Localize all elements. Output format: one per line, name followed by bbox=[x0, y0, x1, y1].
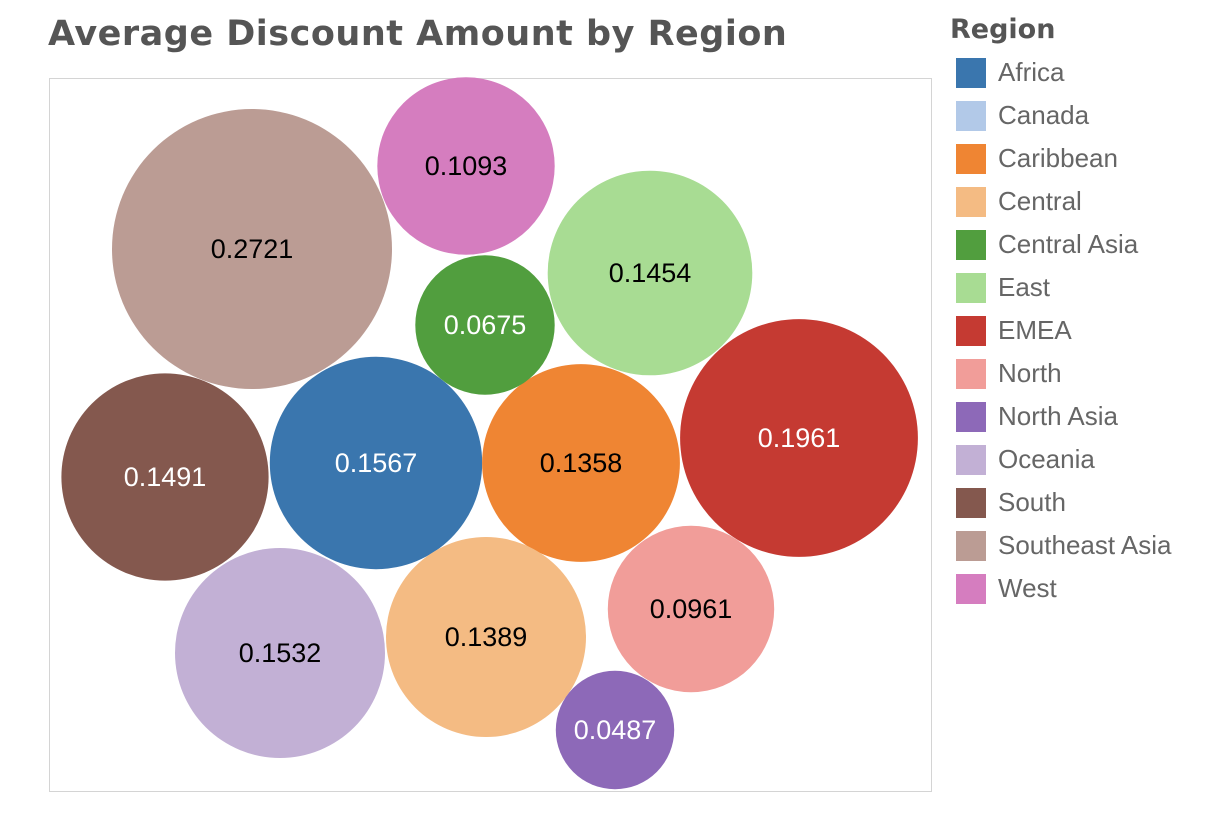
bubble-caribbean[interactable] bbox=[482, 364, 680, 562]
legend-swatch bbox=[956, 186, 986, 217]
bubble-label-east: 0.1454 bbox=[609, 258, 692, 288]
legend-swatch bbox=[956, 57, 986, 88]
bubble-africa[interactable] bbox=[269, 356, 483, 570]
legend-item-canada[interactable]: Canada bbox=[950, 94, 1171, 137]
bubble-central-asia[interactable] bbox=[415, 255, 555, 395]
legend-label: Caribbean bbox=[998, 143, 1118, 173]
legend-label: Southeast Asia bbox=[998, 530, 1172, 560]
legend-swatch bbox=[956, 444, 986, 475]
legend-item-southeast-asia[interactable]: Southeast Asia bbox=[950, 524, 1171, 567]
legend-swatch bbox=[956, 143, 986, 174]
legend-label: Canada bbox=[998, 100, 1090, 130]
legend-label: Central bbox=[998, 186, 1082, 216]
legend-swatch bbox=[956, 229, 986, 260]
legend-swatch bbox=[956, 358, 986, 389]
legend-item-north[interactable]: North bbox=[950, 352, 1171, 395]
chart-title: Average Discount Amount by Region bbox=[48, 14, 788, 54]
bubble-west[interactable] bbox=[377, 77, 555, 255]
legend-item-east[interactable]: East bbox=[950, 266, 1171, 309]
legend-item-central[interactable]: Central bbox=[950, 180, 1171, 223]
bubble-label-south: 0.1491 bbox=[124, 462, 207, 492]
bubble-label-north: 0.0961 bbox=[650, 594, 733, 624]
bubble-label-caribbean: 0.1358 bbox=[540, 448, 623, 478]
legend: Region Africa Canada Caribbean Central Centr… bbox=[950, 14, 1171, 610]
legend-swatch bbox=[956, 487, 986, 518]
legend-swatch bbox=[956, 530, 986, 561]
bubble-oceania[interactable] bbox=[175, 548, 385, 758]
legend-item-north-asia[interactable]: North Asia bbox=[950, 395, 1171, 438]
legend-swatch bbox=[956, 573, 986, 604]
legend-item-caribbean[interactable]: Caribbean bbox=[950, 137, 1171, 180]
bubble-label-west: 0.1093 bbox=[425, 151, 508, 181]
legend-label: Oceania bbox=[998, 444, 1095, 474]
bubble-label-africa: 0.1567 bbox=[335, 448, 418, 478]
legend-item-west[interactable]: West bbox=[950, 567, 1171, 610]
legend-items: Africa Canada Caribbean Central Central Asia… bbox=[950, 51, 1171, 610]
bubble-emea[interactable] bbox=[680, 319, 918, 557]
bubble-label-oceania: 0.1532 bbox=[239, 638, 322, 668]
bubble-south[interactable] bbox=[61, 373, 269, 581]
legend-title: Region bbox=[950, 14, 1056, 45]
legend-item-emea[interactable]: EMEA bbox=[950, 309, 1171, 352]
legend-label: South bbox=[998, 487, 1066, 517]
bubble-label-central: 0.1389 bbox=[445, 622, 528, 652]
bubble-label-emea: 0.1961 bbox=[758, 423, 841, 453]
legend-item-africa[interactable]: Africa bbox=[950, 51, 1171, 94]
legend-swatch bbox=[956, 272, 986, 303]
legend-label: North bbox=[998, 358, 1062, 388]
legend-swatch bbox=[956, 315, 986, 346]
bubble-north[interactable] bbox=[607, 525, 775, 693]
bubble-label-southeast-asia: 0.2721 bbox=[211, 234, 294, 264]
bubble-central[interactable] bbox=[386, 537, 586, 737]
legend-item-south[interactable]: South bbox=[950, 481, 1171, 524]
legend-swatch bbox=[956, 401, 986, 432]
bubble-label-central-asia: 0.0675 bbox=[444, 310, 527, 340]
legend-label: North Asia bbox=[998, 401, 1118, 431]
plot-area bbox=[49, 78, 932, 792]
bubble-north-asia[interactable] bbox=[555, 670, 675, 790]
legend-label: West bbox=[998, 573, 1057, 603]
legend-label: Central Asia bbox=[998, 229, 1139, 259]
legend-item-oceania[interactable]: Oceania bbox=[950, 438, 1171, 481]
legend-label: Africa bbox=[998, 57, 1065, 87]
legend-label: East bbox=[998, 272, 1051, 302]
legend-item-central-asia[interactable]: Central Asia bbox=[950, 223, 1171, 266]
legend-swatch bbox=[956, 100, 986, 131]
bubble-southeast-asia[interactable] bbox=[112, 109, 392, 389]
bubble-label-north-asia: 0.0487 bbox=[574, 715, 657, 745]
legend-label: EMEA bbox=[998, 315, 1072, 345]
bubble-east[interactable] bbox=[547, 170, 753, 376]
